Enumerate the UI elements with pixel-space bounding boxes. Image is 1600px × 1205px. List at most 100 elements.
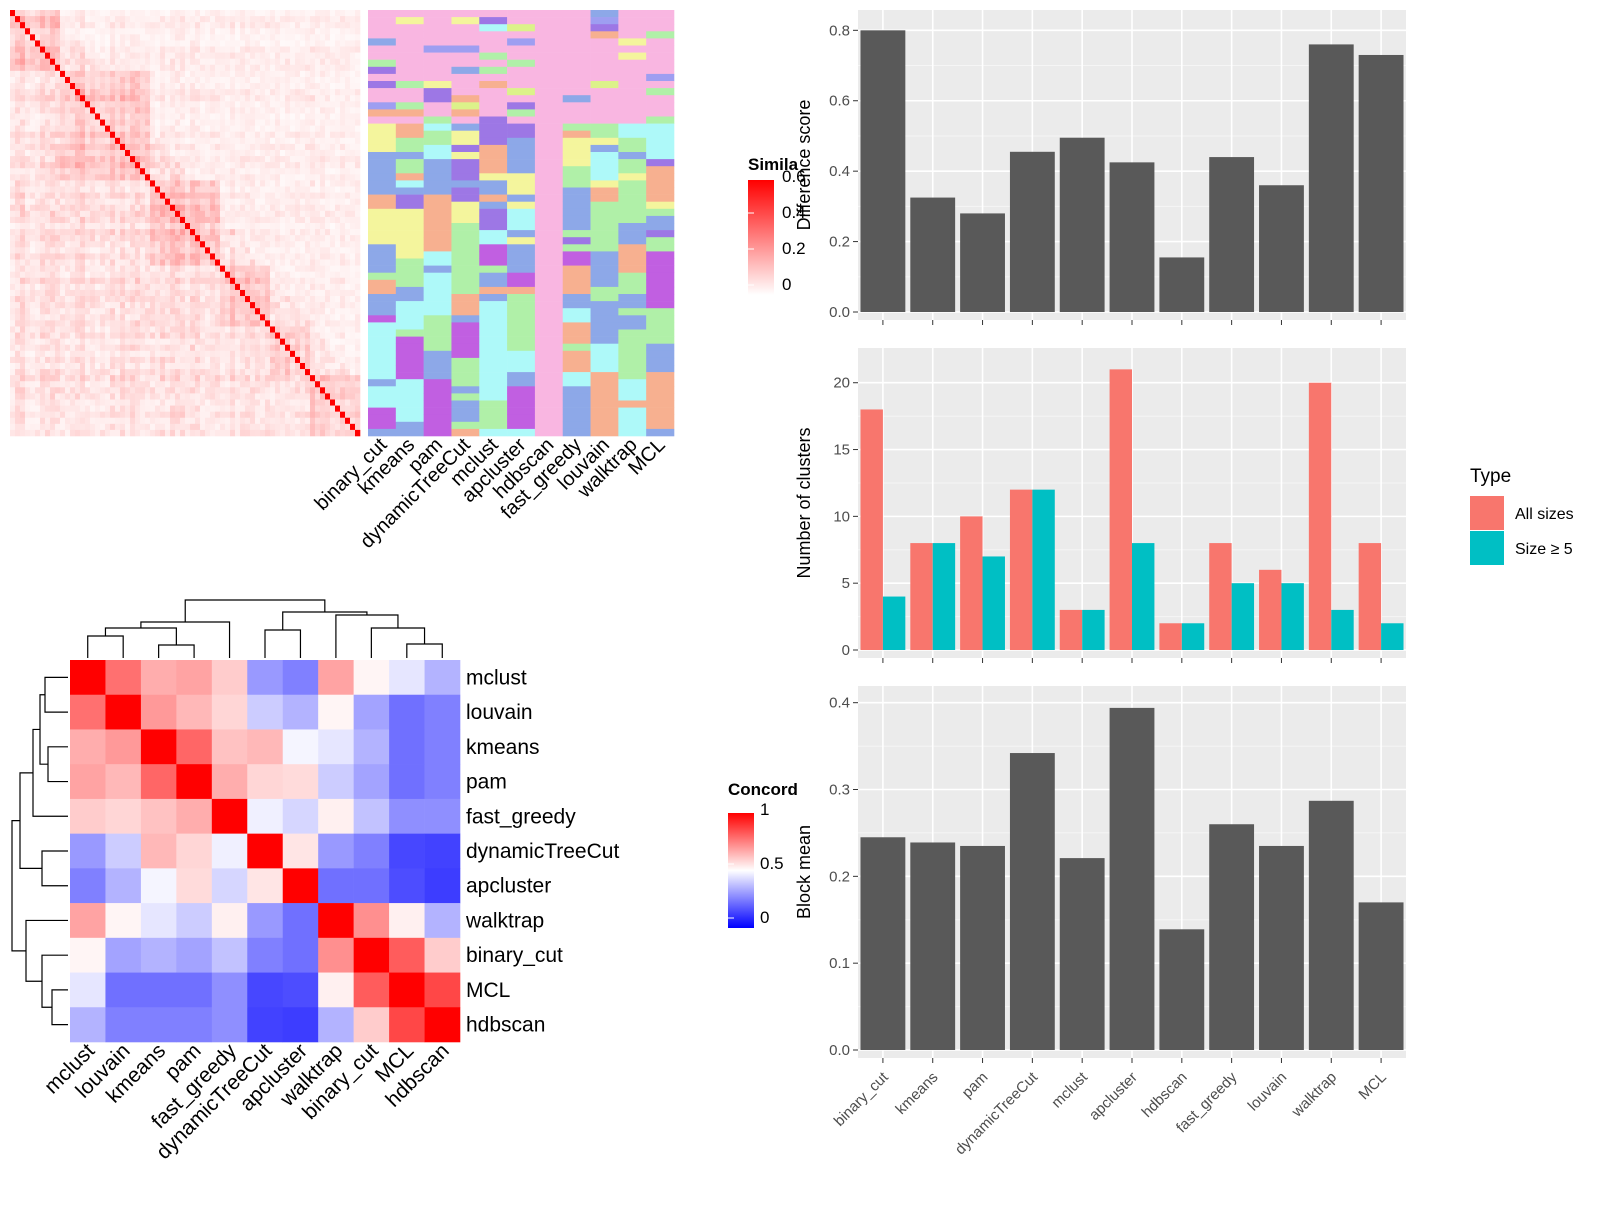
similarity-cell bbox=[10, 198, 16, 206]
similarity-cell bbox=[105, 119, 111, 126]
similarity-cell bbox=[345, 399, 351, 406]
similarity-cell bbox=[10, 429, 16, 437]
similarity-cell bbox=[295, 271, 301, 279]
similarity-cell bbox=[225, 314, 231, 321]
similarity-cell bbox=[100, 125, 106, 133]
similarity-cell bbox=[320, 308, 326, 315]
similarity-cell bbox=[10, 247, 16, 254]
similarity-cell bbox=[45, 253, 51, 260]
similarity-cell bbox=[170, 83, 176, 90]
similarity-cell bbox=[230, 265, 236, 272]
similarity-cell bbox=[45, 46, 51, 53]
similarity-cell bbox=[180, 70, 186, 78]
similarity-cell bbox=[265, 131, 271, 139]
similarity-cell bbox=[235, 332, 241, 339]
similarity-cell bbox=[295, 381, 301, 388]
similarity-cell bbox=[350, 204, 356, 212]
similarity-cell bbox=[225, 64, 231, 72]
similarity-cell bbox=[110, 168, 116, 175]
similarity-cell bbox=[25, 64, 31, 72]
similarity-cell bbox=[295, 95, 301, 102]
similarity-cell bbox=[130, 125, 136, 133]
similarity-cell bbox=[105, 369, 111, 376]
similarity-cell bbox=[335, 137, 341, 145]
similarity-cell bbox=[100, 216, 106, 224]
similarity-cell bbox=[235, 83, 241, 90]
similarity-cell bbox=[10, 46, 16, 53]
similarity-cell bbox=[335, 247, 341, 254]
similarity-cell bbox=[310, 10, 316, 17]
similarity-cell bbox=[310, 204, 316, 212]
similarity-cell bbox=[105, 107, 111, 114]
similarity-cell bbox=[60, 198, 66, 206]
similarity-cell bbox=[290, 156, 296, 163]
similarity-cell bbox=[150, 22, 156, 29]
similarity-cell bbox=[180, 423, 186, 431]
similarity-cell bbox=[260, 70, 266, 78]
similarity-cell bbox=[315, 338, 321, 346]
similarity-cell bbox=[260, 356, 266, 364]
similarity-cell bbox=[55, 192, 61, 199]
similarity-cell bbox=[215, 253, 221, 260]
similarity-cell bbox=[210, 229, 216, 236]
similarity-cell bbox=[150, 180, 156, 187]
similarity-cell bbox=[220, 429, 226, 437]
similarity-cell bbox=[95, 107, 101, 114]
assignment-cell bbox=[395, 59, 424, 68]
similarity-cell bbox=[175, 137, 181, 145]
similarity-cell bbox=[210, 253, 216, 260]
similarity-cell bbox=[280, 423, 286, 431]
similarity-cell bbox=[135, 302, 141, 309]
similarity-cell bbox=[45, 399, 51, 406]
similarity-cell bbox=[80, 10, 86, 17]
similarity-cell bbox=[285, 223, 291, 230]
similarity-cell bbox=[120, 95, 126, 102]
similarity-cell bbox=[30, 113, 36, 120]
similarity-cell bbox=[140, 296, 146, 303]
similarity-cell bbox=[20, 247, 26, 254]
similarity-cell bbox=[80, 113, 86, 120]
similarity-cell bbox=[195, 308, 201, 315]
similarity-cell bbox=[255, 229, 261, 236]
similarity-cell bbox=[170, 350, 176, 358]
similarity-cell bbox=[350, 429, 356, 437]
similarity-cell bbox=[165, 101, 171, 108]
similarity-cell bbox=[120, 216, 126, 224]
similarity-cell bbox=[250, 113, 256, 120]
similarity-cell bbox=[165, 369, 171, 376]
similarity-cell bbox=[80, 137, 86, 145]
similarity-cell bbox=[50, 143, 56, 151]
similarity-cell bbox=[315, 113, 321, 120]
similarity-cell bbox=[140, 192, 146, 199]
similarity-cell bbox=[205, 362, 211, 370]
similarity-cell bbox=[250, 156, 256, 163]
similarity-cell bbox=[150, 52, 156, 59]
similarity-cell bbox=[240, 52, 246, 59]
similarity-cell bbox=[125, 247, 131, 254]
similarity-cell bbox=[235, 289, 241, 297]
similarity-cell bbox=[75, 34, 81, 41]
similarity-cell bbox=[25, 52, 31, 59]
similarity-cell bbox=[230, 46, 236, 53]
similarity-cell bbox=[195, 362, 201, 370]
similarity-cell bbox=[170, 362, 176, 370]
similarity-cell bbox=[245, 369, 251, 376]
similarity-cell bbox=[345, 89, 351, 96]
similarity-cell bbox=[45, 70, 51, 78]
similarity-cell bbox=[250, 95, 256, 102]
similarity-cell bbox=[355, 229, 361, 236]
similarity-cell bbox=[180, 76, 186, 84]
similarity-cell bbox=[230, 168, 236, 175]
similarity-cell bbox=[100, 119, 106, 126]
similarity-cell bbox=[295, 314, 301, 321]
similarity-cell bbox=[55, 16, 61, 23]
similarity-cell bbox=[60, 247, 66, 254]
similarity-cell bbox=[160, 308, 166, 315]
similarity-cell bbox=[150, 83, 156, 90]
similarity-cell bbox=[350, 28, 356, 35]
similarity-cell bbox=[340, 52, 346, 59]
similarity-cell bbox=[170, 101, 176, 108]
similarity-cell bbox=[325, 28, 331, 35]
similarity-cell bbox=[100, 381, 106, 388]
similarity-cell bbox=[345, 417, 351, 425]
